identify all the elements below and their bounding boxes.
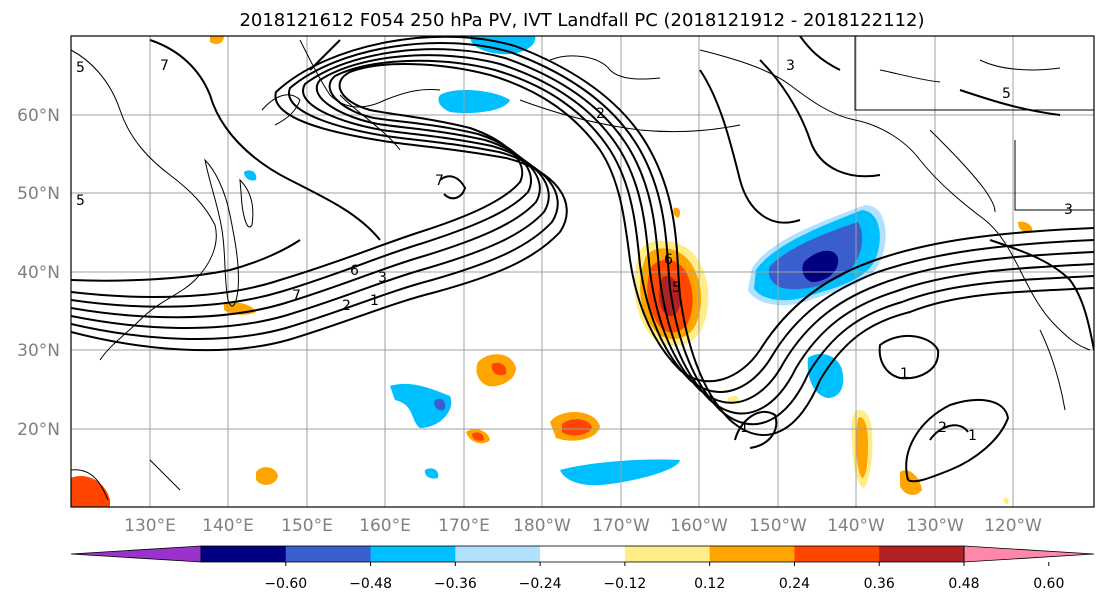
colorbar-tick-label: −0.60 bbox=[264, 576, 307, 592]
map-frame bbox=[70, 35, 1095, 508]
contour-label: 5 bbox=[1002, 86, 1011, 102]
colorbar-segment bbox=[879, 546, 965, 562]
contour-label: 3 bbox=[786, 58, 795, 74]
contour-label: 5 bbox=[76, 193, 85, 209]
lat-label: 60°N bbox=[17, 106, 60, 126]
colorbar-segment bbox=[794, 546, 880, 562]
latitude-labels: 60°N 50°N 40°N 30°N 20°N bbox=[17, 106, 60, 440]
longitude-labels: 130°E 140°E 150°E 160°E 170°E 180°W 170°… bbox=[124, 516, 1042, 536]
contour-label: 1 bbox=[968, 428, 977, 444]
contour-label: 5 bbox=[76, 60, 85, 76]
lon-label: 150°E bbox=[281, 516, 333, 536]
colorbar-segment bbox=[455, 546, 541, 562]
contour-label: 7 bbox=[435, 173, 444, 189]
colorbar-tick-label: 0.60 bbox=[1033, 576, 1064, 592]
contour-label: 2 bbox=[342, 298, 351, 314]
colorbar-segment bbox=[370, 546, 456, 562]
colorbar-tick-label: −0.48 bbox=[349, 576, 392, 592]
lon-label: 160°W bbox=[670, 516, 728, 536]
colorbar-segment bbox=[709, 546, 795, 562]
pv-contours bbox=[71, 36, 1094, 483]
lon-label: 130°W bbox=[906, 516, 964, 536]
lon-label: 170°W bbox=[592, 516, 650, 536]
colorbar-tick-label: −0.12 bbox=[603, 576, 646, 592]
lat-label: 30°N bbox=[17, 341, 60, 361]
colorbar-extension-high bbox=[963, 545, 1095, 563]
contour-label: 7 bbox=[160, 58, 169, 74]
gridlines bbox=[71, 36, 1094, 507]
map-title: 2018121612 F054 250 hPa PV, IVT Landfall… bbox=[239, 10, 924, 31]
contour-label: 2 bbox=[938, 420, 947, 436]
lon-label: 170°E bbox=[438, 516, 490, 536]
lat-label: 20°N bbox=[17, 420, 60, 440]
lon-label: 140°W bbox=[827, 516, 885, 536]
colorbar-tick-label: 0.48 bbox=[948, 576, 979, 592]
lon-label: 140°E bbox=[202, 516, 254, 536]
contour-label: 6 bbox=[664, 252, 673, 268]
colorbar-segment bbox=[540, 546, 626, 562]
lon-label: 130°E bbox=[124, 516, 176, 536]
colorbar-outline bbox=[200, 545, 965, 563]
colorbar-extension-low bbox=[70, 545, 202, 563]
contour-label: 1 bbox=[370, 293, 379, 309]
colorbar-segment bbox=[624, 546, 711, 562]
contour-label: 3 bbox=[378, 270, 387, 286]
colorbar-tick-label: −0.36 bbox=[434, 576, 477, 592]
colorbar-tick-label: −0.24 bbox=[519, 576, 562, 592]
contour-label: 6 bbox=[350, 263, 359, 279]
contour-label: 1 bbox=[900, 366, 909, 382]
contour-label: 5 bbox=[672, 280, 681, 296]
lon-label: 160°E bbox=[359, 516, 411, 536]
colorbar-tick-label: 0.12 bbox=[694, 576, 725, 592]
lon-label: 180°W bbox=[513, 516, 571, 536]
contour-label: 2 bbox=[596, 106, 605, 122]
lon-label: 150°W bbox=[749, 516, 807, 536]
colorbar-segment bbox=[285, 546, 372, 562]
contour-labels: 7 7 7 6 3 2 1 5 3 5 5 1 2 1 2 1 3 5 6 bbox=[76, 58, 1073, 444]
contour-label: 7 bbox=[292, 288, 301, 304]
contour-label: 1 bbox=[740, 420, 749, 436]
lon-label: 120°W bbox=[984, 516, 1042, 536]
colorbar-tick-label: 0.36 bbox=[864, 576, 895, 592]
coastlines bbox=[71, 36, 1094, 501]
colorbar-segment bbox=[201, 546, 287, 562]
contour-label: 3 bbox=[1064, 202, 1073, 218]
colorbar-tick-labels: −0.60 −0.48 −0.36 −0.24 −0.12 0.12 0.24 0.36 0.4… bbox=[264, 562, 1064, 592]
colorbar bbox=[70, 545, 1095, 563]
lat-label: 40°N bbox=[17, 263, 60, 283]
lat-label: 50°N bbox=[17, 184, 60, 204]
colorbar-tick-label: 0.24 bbox=[779, 576, 810, 592]
